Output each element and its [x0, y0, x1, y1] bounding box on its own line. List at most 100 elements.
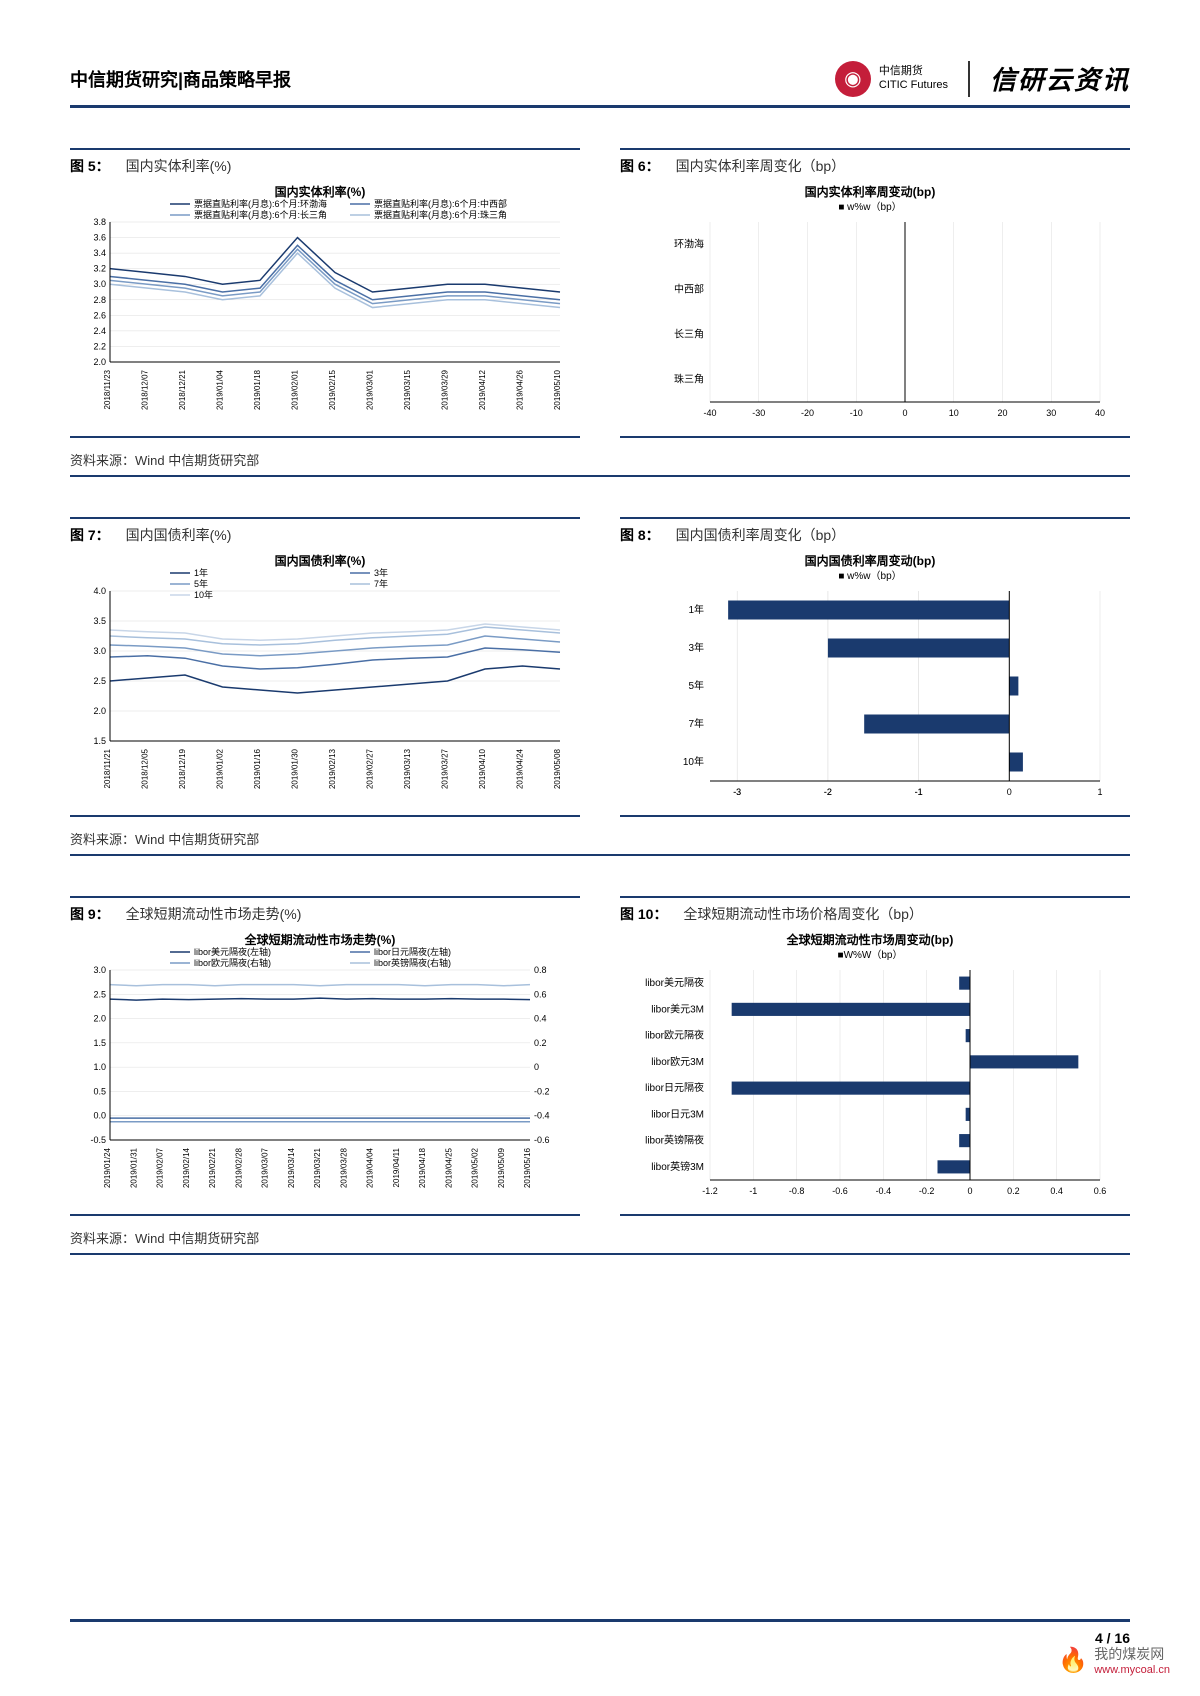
svg-text:票据直贴利率(月息):6个月:长三角: 票据直贴利率(月息):6个月:长三角 — [194, 209, 327, 220]
svg-text:2019/01/24: 2019/01/24 — [103, 1147, 112, 1188]
svg-text:2019/01/04: 2019/01/04 — [216, 369, 225, 410]
fig7-title: 图 7： 国内国债利率(%) — [70, 517, 580, 551]
svg-text:2019/03/07: 2019/03/07 — [261, 1147, 270, 1188]
svg-text:libor美元隔夜: libor美元隔夜 — [645, 976, 704, 989]
svg-text:0: 0 — [967, 1186, 972, 1196]
source-5-6: 资料来源：Wind 中信期货研究部 — [70, 446, 1130, 477]
svg-text:2018/12/21: 2018/12/21 — [178, 369, 187, 410]
svg-text:2019/02/15: 2019/02/15 — [328, 369, 337, 410]
svg-text:2019/04/18: 2019/04/18 — [418, 1147, 427, 1188]
svg-text:0.2: 0.2 — [1007, 1186, 1020, 1196]
fig8-title: 图 8： 国内国债利率周变化（bp） — [620, 517, 1130, 551]
svg-text:10: 10 — [949, 408, 959, 418]
svg-text:4.0: 4.0 — [93, 586, 106, 596]
page-footer: 4 / 16 — [70, 1619, 1130, 1646]
svg-text:中西部: 中西部 — [674, 283, 704, 296]
svg-text:-0.4: -0.4 — [534, 1111, 550, 1121]
svg-text:0.5: 0.5 — [93, 1086, 106, 1096]
svg-text:2019/03/28: 2019/03/28 — [339, 1147, 348, 1188]
svg-text:5年: 5年 — [194, 578, 208, 589]
svg-text:国内实体利率周变动(bp): 国内实体利率周变动(bp) — [805, 184, 936, 199]
svg-text:1.5: 1.5 — [93, 736, 106, 746]
svg-text:-1: -1 — [749, 1186, 757, 1196]
svg-text:5年: 5年 — [688, 679, 704, 692]
svg-text:2019/01/02: 2019/01/02 — [216, 748, 225, 789]
svg-text:2019/05/16: 2019/05/16 — [523, 1147, 532, 1188]
svg-text:0.4: 0.4 — [534, 1014, 547, 1024]
svg-text:-1.2: -1.2 — [702, 1186, 718, 1196]
svg-text:2.4: 2.4 — [93, 326, 106, 336]
svg-text:2019/02/14: 2019/02/14 — [182, 1147, 191, 1188]
svg-text:10年: 10年 — [683, 755, 704, 768]
svg-text:2019/01/31: 2019/01/31 — [129, 1147, 138, 1188]
svg-text:-2: -2 — [824, 787, 832, 797]
svg-text:3.5: 3.5 — [93, 616, 106, 626]
svg-text:珠三角: 珠三角 — [674, 373, 704, 386]
fig5-chart: 国内实体利率(%)票据直贴利率(月息):6个月:环渤海票据直贴利率(月息):6个… — [70, 182, 570, 432]
svg-text:20: 20 — [997, 408, 1007, 418]
source-9-10: 资料来源：Wind 中信期货研究部 — [70, 1224, 1130, 1255]
svg-text:0.4: 0.4 — [1050, 1186, 1063, 1196]
svg-text:40: 40 — [1095, 408, 1105, 418]
svg-text:2.6: 2.6 — [93, 310, 106, 320]
svg-text:2019/02/01: 2019/02/01 — [291, 369, 300, 410]
svg-text:2019/05/08: 2019/05/08 — [553, 748, 562, 789]
svg-text:2018/12/05: 2018/12/05 — [141, 748, 150, 789]
svg-text:-0.2: -0.2 — [919, 1186, 935, 1196]
svg-text:2019/03/21: 2019/03/21 — [313, 1147, 322, 1188]
svg-text:libor英镑3M: libor英镑3M — [651, 1160, 704, 1173]
fig6-chart: 国内实体利率周变动(bp)■ w%w（bp）-40-30-20-10010203… — [620, 182, 1120, 432]
svg-text:1.5: 1.5 — [93, 1038, 106, 1048]
svg-text:票据直贴利率(月息):6个月:环渤海: 票据直贴利率(月息):6个月:环渤海 — [194, 198, 327, 209]
svg-text:libor日元3M: libor日元3M — [651, 1109, 704, 1120]
svg-text:长三角: 长三角 — [674, 329, 704, 341]
svg-text:libor欧元隔夜: libor欧元隔夜 — [645, 1029, 704, 1042]
svg-text:国内国债利率(%): 国内国债利率(%) — [275, 553, 366, 568]
svg-text:0.0: 0.0 — [93, 1111, 106, 1121]
svg-text:2019/05/10: 2019/05/10 — [553, 369, 562, 410]
logo-cn: 中信期货 — [879, 65, 948, 78]
svg-text:0: 0 — [902, 408, 907, 418]
svg-text:3.2: 3.2 — [93, 264, 106, 274]
svg-text:2018/12/07: 2018/12/07 — [141, 369, 150, 410]
svg-text:票据直贴利率(月息):6个月:中西部: 票据直贴利率(月息):6个月:中西部 — [374, 198, 507, 209]
svg-text:2019/01/30: 2019/01/30 — [291, 748, 300, 789]
svg-text:-0.6: -0.6 — [534, 1135, 550, 1145]
svg-text:2018/12/19: 2018/12/19 — [178, 748, 187, 789]
svg-text:0.6: 0.6 — [534, 989, 547, 999]
logo-en: CITIC Futures — [879, 79, 948, 92]
svg-text:1.0: 1.0 — [93, 1062, 106, 1072]
svg-text:libor美元隔夜(左轴): libor美元隔夜(左轴) — [194, 946, 271, 957]
svg-text:libor欧元3M: libor欧元3M — [651, 1056, 704, 1068]
svg-text:2.0: 2.0 — [93, 1014, 106, 1024]
flame-icon: 🔥 — [1058, 1646, 1088, 1675]
svg-text:2019/02/07: 2019/02/07 — [156, 1147, 165, 1188]
svg-text:0: 0 — [534, 1062, 539, 1072]
svg-text:7年: 7年 — [688, 717, 704, 730]
svg-text:2019/03/14: 2019/03/14 — [287, 1147, 296, 1188]
svg-text:libor日元隔夜: libor日元隔夜 — [645, 1081, 704, 1094]
svg-text:30: 30 — [1046, 408, 1056, 418]
svg-text:0.8: 0.8 — [534, 965, 547, 975]
svg-text:0.6: 0.6 — [1094, 1186, 1107, 1196]
svg-text:2019/02/28: 2019/02/28 — [234, 1147, 243, 1188]
svg-text:10年: 10年 — [194, 589, 213, 600]
svg-text:1年: 1年 — [688, 603, 704, 616]
svg-text:3.6: 3.6 — [93, 233, 106, 243]
svg-text:环渤海: 环渤海 — [674, 238, 704, 251]
svg-text:-0.2: -0.2 — [534, 1086, 550, 1096]
svg-text:libor美元3M: libor美元3M — [651, 1002, 704, 1015]
svg-text:2019/04/12: 2019/04/12 — [478, 369, 487, 410]
svg-text:2.0: 2.0 — [93, 706, 106, 716]
svg-text:2019/03/27: 2019/03/27 — [441, 748, 450, 789]
svg-text:2019/01/16: 2019/01/16 — [253, 748, 262, 789]
svg-text:国内实体利率(%): 国内实体利率(%) — [275, 184, 366, 199]
svg-text:2019/04/11: 2019/04/11 — [392, 1147, 401, 1187]
svg-text:2019/02/27: 2019/02/27 — [366, 748, 375, 789]
fig6-title: 图 6： 国内实体利率周变化（bp） — [620, 148, 1130, 182]
svg-text:0.2: 0.2 — [534, 1038, 547, 1048]
svg-text:3年: 3年 — [688, 641, 704, 654]
svg-text:全球短期流动性市场周变动(bp): 全球短期流动性市场周变动(bp) — [786, 932, 954, 947]
fig10-title: 图 10： 全球短期流动性市场价格周变化（bp） — [620, 896, 1130, 930]
svg-text:2.2: 2.2 — [93, 341, 106, 351]
